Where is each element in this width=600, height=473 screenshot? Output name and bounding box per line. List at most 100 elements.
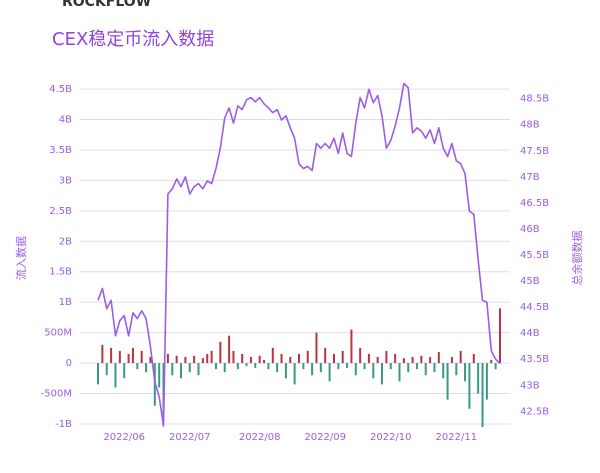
y2-axis-label: 总余额数据 <box>570 231 584 286</box>
y-tick-label: 3B <box>59 175 72 186</box>
bar <box>267 363 270 370</box>
bar <box>424 363 427 376</box>
bar <box>118 350 121 364</box>
bar <box>254 363 257 368</box>
bar <box>332 353 335 364</box>
bar <box>214 363 217 370</box>
bar <box>193 355 196 364</box>
y2-tick-label: 43.5B <box>520 354 549 365</box>
bar <box>402 358 405 364</box>
bar <box>114 363 117 388</box>
y2-tick-label: 45B <box>520 276 540 287</box>
y-tick-label: 2.5B <box>49 206 72 217</box>
bar <box>184 356 187 364</box>
bar <box>464 363 467 382</box>
bar <box>346 363 349 368</box>
y2-tick-label: 44.5B <box>520 302 549 313</box>
bar <box>271 347 274 364</box>
x-tick-label: 2022/08 <box>239 432 281 443</box>
bar <box>145 363 148 373</box>
y2-tick-label: 43B <box>520 380 540 391</box>
y-tick-label: 4.5B <box>49 84 72 95</box>
bar <box>376 356 379 364</box>
y2-tick-label: 45.5B <box>520 250 549 261</box>
bar <box>490 360 493 364</box>
bar <box>407 363 410 373</box>
bar <box>197 363 200 376</box>
bar <box>381 363 384 385</box>
bar <box>298 353 300 364</box>
y2-tick-label: 46.5B <box>520 198 549 209</box>
bar <box>140 350 143 364</box>
bar <box>101 344 104 364</box>
bar <box>485 363 488 400</box>
bar <box>324 347 327 364</box>
logo: ROCKFLOW <box>62 0 151 10</box>
line <box>97 82 501 427</box>
bar <box>385 350 388 364</box>
bar <box>302 363 305 370</box>
y2-tick-label: 48.5B <box>520 94 549 105</box>
bar <box>232 350 235 364</box>
bar <box>206 353 209 364</box>
bar <box>472 353 475 364</box>
y2-tick-label: 46B <box>520 224 540 235</box>
bar <box>110 347 113 364</box>
bar <box>372 363 375 379</box>
bar <box>258 355 261 364</box>
bar <box>363 363 366 370</box>
x-tick-label: 2022/10 <box>370 432 412 443</box>
y2-tick-label: 47.5B <box>520 146 549 157</box>
bar <box>175 355 178 364</box>
bar <box>389 363 392 370</box>
bar <box>131 347 134 364</box>
bar <box>188 363 191 373</box>
bar <box>429 356 432 364</box>
bar <box>127 353 130 364</box>
bar <box>249 356 252 364</box>
bar <box>245 363 248 367</box>
bar <box>420 355 423 364</box>
bar <box>241 353 244 364</box>
bar <box>415 363 418 370</box>
bar <box>158 363 161 388</box>
y-tick-label: 1.5B <box>49 267 72 278</box>
bar <box>319 363 322 373</box>
bar <box>180 363 183 379</box>
bar <box>450 356 453 364</box>
bar <box>455 363 458 376</box>
y-tick-label: -500M <box>41 389 72 400</box>
bar <box>499 308 501 364</box>
y-tick-label: 4B <box>59 115 72 126</box>
bar <box>481 363 484 427</box>
bar <box>354 363 357 376</box>
y2-tick-label: 42.5B <box>520 406 549 417</box>
y-tick-label: 1B <box>59 297 72 308</box>
x-tick-label: 2022/07 <box>169 432 211 443</box>
bar <box>276 363 279 373</box>
x-tick-label: 2022/06 <box>103 432 145 443</box>
bar <box>367 353 370 364</box>
bar <box>97 363 99 385</box>
bar <box>337 363 340 370</box>
bar <box>468 363 471 409</box>
y-tick-label: 500M <box>44 328 72 339</box>
bar <box>494 363 497 370</box>
y-tick-label: 0 <box>66 358 72 369</box>
x-tick-label: 2022/09 <box>304 432 346 443</box>
bar <box>394 353 397 364</box>
bar <box>315 332 318 364</box>
chart-title: CEX稳定币流入数据 <box>52 29 214 50</box>
bar <box>280 353 283 364</box>
y2-tick-label: 47B <box>520 172 540 183</box>
y-tick-label: 3.5B <box>49 145 72 156</box>
x-tick-label: 2022/11 <box>436 432 478 443</box>
bar <box>201 358 204 364</box>
bar <box>398 363 401 382</box>
y-tick-label: 2B <box>59 236 72 247</box>
bar <box>311 363 314 376</box>
y-axis-label: 流入数据 <box>14 236 28 280</box>
bar <box>328 363 331 382</box>
bar <box>136 363 139 370</box>
y-tick-label: -1B <box>55 419 72 430</box>
